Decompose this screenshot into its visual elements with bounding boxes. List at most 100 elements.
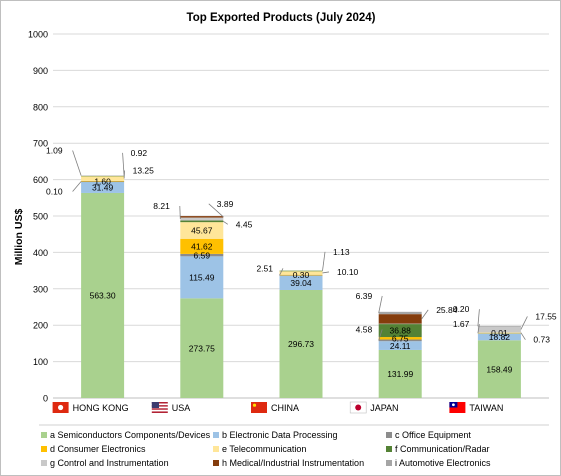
- legend-label: d Consumer Electronics: [50, 444, 146, 454]
- legend-swatch: [386, 460, 392, 466]
- x-category-label: CHINA: [271, 403, 299, 413]
- data-label: 563.30: [90, 291, 116, 301]
- hong-kong-flag-icon: [52, 402, 69, 413]
- data-label: 45.67: [191, 226, 213, 236]
- bar-segment: [81, 175, 125, 176]
- legend-item: d Consumer Electronics: [41, 444, 146, 454]
- legend-label: h Medical/Industrial Instrumentation: [222, 458, 364, 468]
- bar-segment: [180, 256, 224, 299]
- legend-swatch: [41, 446, 47, 452]
- data-label: 158.49: [486, 364, 512, 374]
- leader-line: [72, 181, 82, 192]
- legend-item: a Semiconductors Components/Devices: [41, 430, 211, 440]
- x-category-label: USA: [172, 403, 191, 413]
- data-label: 25.84: [436, 305, 458, 315]
- leader-line: [378, 329, 383, 341]
- bar-segment: [279, 270, 323, 272]
- data-label: 4.58: [356, 324, 373, 334]
- legend-item: b Electronic Data Processing: [213, 430, 338, 440]
- y-tick-label: 1000: [28, 30, 48, 40]
- bars: [81, 175, 521, 398]
- legend-label: f Communication/Radar: [395, 444, 490, 454]
- x-category-label: JAPAN: [370, 403, 398, 413]
- legend-swatch: [386, 446, 392, 452]
- bar-segment: [180, 238, 224, 254]
- bar-segment: [378, 339, 422, 342]
- legend-item: g Control and Instrumentation: [41, 458, 169, 468]
- data-label: 1.13: [333, 247, 350, 257]
- leader-line: [378, 295, 383, 314]
- legend-swatch: [213, 446, 219, 452]
- x-category-label: HONG KONG: [73, 403, 129, 413]
- bar-segment: [378, 341, 422, 350]
- legend-label: b Electronic Data Processing: [222, 430, 338, 440]
- bar-segment: [180, 298, 224, 398]
- leader-line: [223, 221, 229, 225]
- bar-segment: [180, 220, 224, 223]
- data-label: 41.62: [191, 242, 213, 252]
- bar-segment: [81, 180, 125, 182]
- bar-segment: [477, 326, 521, 327]
- bar-segment: [180, 217, 224, 221]
- legend-item: c Office Equipment: [386, 430, 471, 440]
- legend-swatch: [386, 432, 392, 438]
- legend-item: e Telecommunication: [213, 444, 306, 454]
- leader-line: [520, 332, 526, 340]
- data-label: 0.73: [533, 335, 550, 345]
- y-tick-label: 500: [33, 212, 48, 222]
- leader-line: [520, 316, 528, 330]
- data-label: 2.51: [256, 263, 273, 273]
- bar-segment: [378, 337, 422, 340]
- data-label: 1.60: [94, 176, 111, 186]
- taiwan-flag-icon: [449, 402, 466, 413]
- y-tick-label: 600: [33, 175, 48, 185]
- data-label: 0.30: [293, 270, 310, 280]
- bar-segment: [477, 340, 521, 398]
- data-label: 31.49: [92, 182, 114, 192]
- china-flag-icon: [251, 402, 267, 413]
- bar-segment: [81, 176, 125, 181]
- bar-segment: [180, 216, 224, 218]
- leader-line: [208, 203, 224, 218]
- bar-segment: [477, 332, 521, 334]
- bar-segment: [279, 275, 323, 290]
- bar-segment: [378, 323, 422, 338]
- bar-segment: [378, 311, 422, 315]
- y-tick-label: 300: [33, 284, 48, 294]
- y-tick-label: 0: [43, 394, 48, 404]
- legend-swatch: [213, 460, 219, 466]
- legend-label: c Office Equipment: [395, 430, 471, 440]
- data-label: 4.45: [236, 219, 253, 229]
- bar-segment: [81, 192, 125, 398]
- data-label: 10.10: [337, 267, 359, 277]
- legend: a Semiconductors Components/Devices b Ele…: [41, 430, 491, 468]
- y-tick-label: 700: [33, 139, 48, 149]
- legend-label: e Telecommunication: [222, 444, 306, 454]
- y-tick-label: 900: [33, 66, 48, 76]
- bar-segment: [81, 181, 125, 183]
- bar-segment: [279, 271, 323, 275]
- y-tick-label: 400: [33, 248, 48, 258]
- bar-segment: [279, 289, 323, 398]
- legend-label: g Control and Instrumentation: [50, 458, 169, 468]
- y-axis-label: Million US$: [13, 209, 25, 266]
- y-axis-ticks: 0 100 200 300 400 500 600 700 800 900 1000: [28, 30, 48, 404]
- bar-segment: [378, 314, 422, 324]
- data-label: 6.39: [356, 291, 373, 301]
- legend-item: h Medical/Industrial Instrumentation: [213, 458, 364, 468]
- data-label: 39.04: [290, 278, 312, 288]
- bar-segment: [477, 333, 521, 341]
- data-label: 18.82: [489, 332, 511, 342]
- data-label: 115.49: [189, 273, 215, 283]
- y-tick-label: 200: [33, 321, 48, 331]
- bar-segment: [180, 222, 224, 239]
- legend-label: i Automotive Electronics: [395, 458, 491, 468]
- data-label: 0.20: [453, 304, 470, 314]
- data-label: 8.21: [153, 201, 170, 211]
- data-label: 13.25: [133, 165, 155, 175]
- data-label: 6.75: [392, 333, 409, 343]
- leader-line: [179, 206, 181, 220]
- data-label: 6.59: [194, 250, 211, 260]
- bar-segment: [180, 253, 224, 257]
